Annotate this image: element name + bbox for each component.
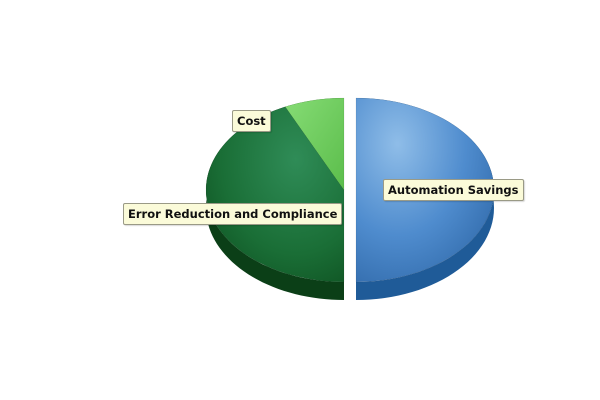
slice-side-error-reduction-and-compliance <box>206 106 344 300</box>
slice-label-automation-savings: Automation Savings <box>383 179 524 201</box>
slice-label-cost: Cost <box>232 110 271 132</box>
slice-cost <box>284 97 345 191</box>
slice-label-error-reduction-and-compliance: Error Reduction and Compliance <box>123 203 343 225</box>
